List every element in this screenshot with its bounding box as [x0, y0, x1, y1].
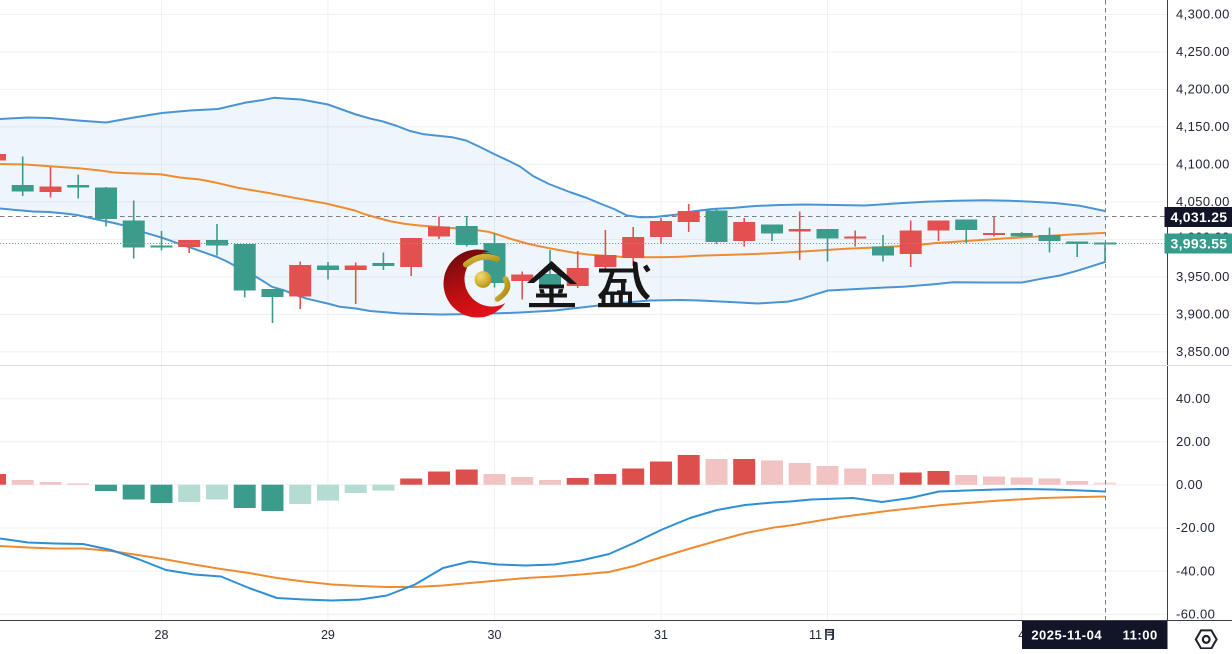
svg-text:28: 28 [155, 628, 169, 642]
svg-text:4,300.00: 4,300.00 [1176, 7, 1230, 22]
svg-text:4,150.00: 4,150.00 [1176, 119, 1230, 134]
svg-text:4,100.00: 4,100.00 [1176, 157, 1230, 172]
svg-text:11: 11 [809, 628, 822, 642]
svg-text:-20.00: -20.00 [1176, 520, 1215, 535]
svg-text:2025-11-04 11:00: 2025-11-04 11:00 [1031, 628, 1157, 643]
svg-text:4,250.00: 4,250.00 [1176, 44, 1230, 59]
svg-text:4,031.25: 4,031.25 [1171, 209, 1228, 225]
svg-text:4,050.00: 4,050.00 [1176, 194, 1230, 209]
svg-text:4,200.00: 4,200.00 [1176, 82, 1230, 97]
svg-text:31: 31 [654, 628, 668, 642]
svg-text:29: 29 [321, 628, 335, 642]
svg-text:3,950.00: 3,950.00 [1176, 269, 1230, 284]
svg-text:3,993.55: 3,993.55 [1171, 236, 1228, 252]
svg-text:3,900.00: 3,900.00 [1176, 307, 1230, 322]
svg-text:0.00: 0.00 [1176, 477, 1203, 492]
svg-text:-40.00: -40.00 [1176, 563, 1215, 578]
svg-text:-60.00: -60.00 [1176, 606, 1215, 621]
svg-text:3,850.00: 3,850.00 [1176, 344, 1230, 359]
svg-text:20.00: 20.00 [1176, 434, 1211, 449]
svg-text:30: 30 [488, 628, 502, 642]
svg-text:40.00: 40.00 [1176, 391, 1211, 406]
